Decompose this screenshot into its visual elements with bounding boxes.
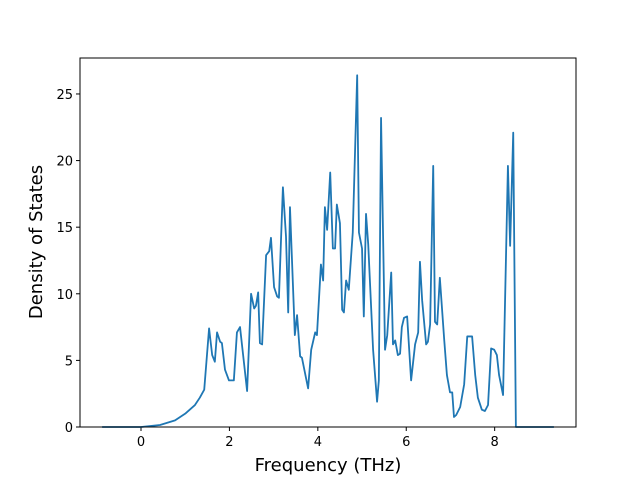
x-tick-label: 8 [491, 435, 499, 450]
x-tick-label: 0 [137, 435, 145, 450]
y-tick-label: 20 [56, 155, 73, 170]
y-tick-label: 5 [65, 354, 73, 369]
x-axis-label: Frequency (THz) [255, 455, 402, 476]
x-tick-label: 4 [314, 435, 322, 450]
x-tick-label: 6 [402, 435, 410, 450]
y-tick-label: 0 [65, 421, 73, 436]
plot-frame [79, 57, 577, 428]
line-series [102, 74, 554, 428]
y-tick-label: 10 [56, 288, 73, 303]
y-axis-label: Density of States [26, 165, 47, 319]
y-tick-label: 15 [56, 221, 73, 236]
y-tick-label: 25 [56, 88, 73, 103]
x-tick-label: 2 [225, 435, 233, 450]
